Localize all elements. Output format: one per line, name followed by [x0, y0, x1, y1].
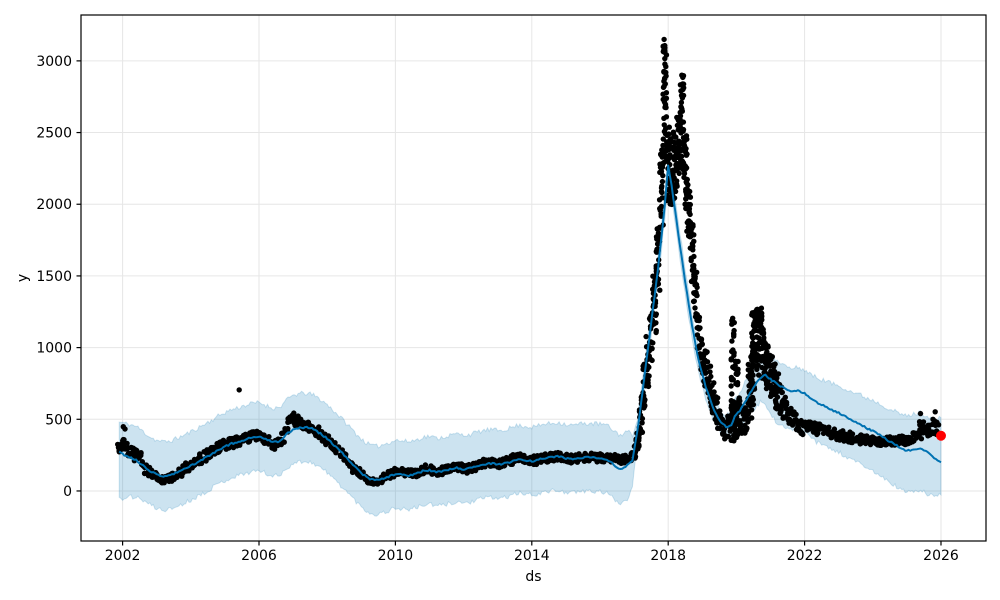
x-axis-title: ds [525, 569, 542, 585]
axes-spines [80, 14, 987, 542]
outlier-point [662, 49, 668, 55]
y-tick-label: 2000 [36, 197, 72, 213]
outlier-point [661, 36, 667, 43]
outlier-point [122, 426, 128, 432]
y-tick-label: 3000 [36, 54, 72, 70]
grid [81, 15, 986, 541]
y-axis-title: y [15, 273, 31, 283]
x-tick-label: 2006 [241, 548, 277, 564]
y-tick-label: 1500 [36, 269, 72, 285]
outlier-point [236, 387, 242, 393]
observations-scatter [115, 36, 942, 487]
x-tick-label: 2010 [378, 548, 414, 564]
forecast-line [118, 164, 942, 482]
highlight-point [935, 430, 946, 441]
x-tick-label: 2002 [105, 548, 141, 564]
y-tick-label: 2500 [36, 126, 72, 142]
x-tick-label: 2026 [923, 548, 959, 564]
outlier-point [679, 72, 685, 78]
x-tick-label: 2014 [514, 548, 550, 564]
outlier-point [680, 86, 686, 93]
y-tick-label: 1000 [36, 341, 72, 357]
plot-area [115, 36, 946, 517]
axis-ticks: 2002 2006 2010 2014 2018 2022 2026 0 500 1000 1500… [36, 54, 959, 564]
outlier-point [917, 410, 924, 417]
x-tick-label: 2018 [650, 548, 686, 564]
x-tick-label: 2022 [787, 548, 823, 564]
outlier-point [932, 409, 938, 415]
outlier-point [663, 63, 669, 70]
y-tick-label: 500 [45, 412, 72, 428]
y-tick-label: 0 [63, 484, 72, 500]
